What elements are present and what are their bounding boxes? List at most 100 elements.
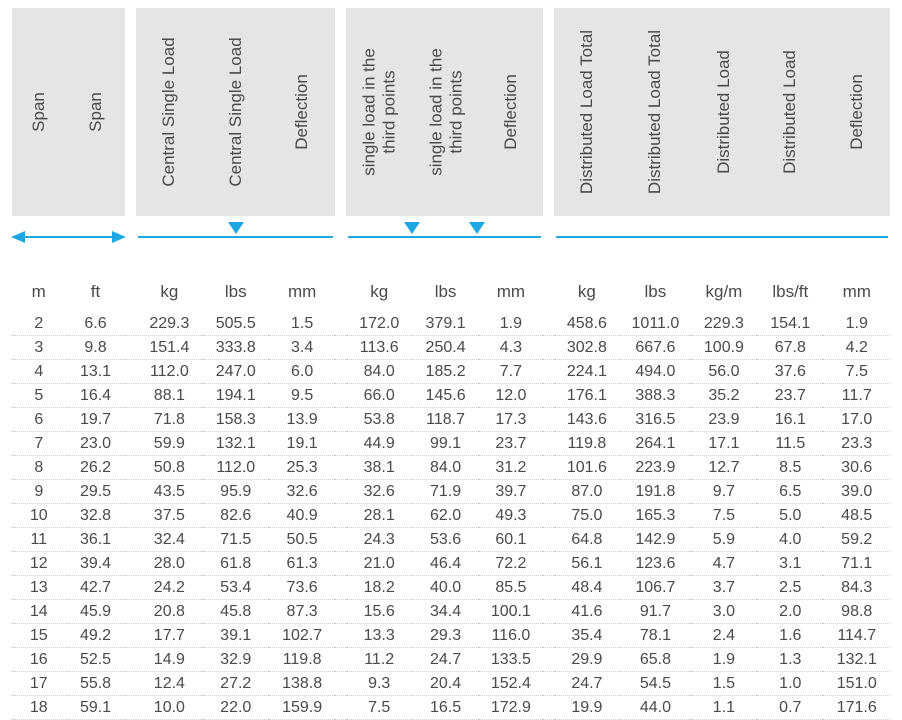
unit-label: kg	[346, 254, 412, 312]
data-cell: 118.7	[412, 408, 478, 432]
header-label: single load in thethird points	[360, 48, 399, 176]
data-cell: 316.5	[620, 408, 691, 432]
data-cell: 22.0	[203, 696, 269, 720]
data-cell: 14.9	[136, 648, 202, 672]
data-cell: 10	[12, 504, 66, 528]
data-cell: 71.8	[136, 408, 202, 432]
data-cell: 123.6	[620, 552, 691, 576]
unit-label: kg/m	[691, 254, 757, 312]
data-cell: 9.7	[691, 480, 757, 504]
data-cell: 17.1	[691, 432, 757, 456]
unit-label: mm	[269, 254, 335, 312]
table-row: 413.1112.0247.06.084.0185.27.7224.1494.0…	[12, 360, 890, 384]
data-cell: 45.9	[66, 600, 126, 624]
data-cell: 12.0	[479, 384, 543, 408]
data-cell: 16.4	[66, 384, 126, 408]
data-cell: 1.9	[823, 312, 890, 336]
header-label: Distributed Load Total	[577, 30, 597, 194]
data-cell: 65.8	[620, 648, 691, 672]
data-cell: 28.0	[136, 552, 202, 576]
data-cell: 12	[12, 552, 66, 576]
data-cell: 23.7	[757, 384, 823, 408]
data-cell: 23.3	[823, 432, 890, 456]
table-row: 1342.724.253.473.618.240.085.548.4106.73…	[12, 576, 890, 600]
table-row: 826.250.8112.025.338.184.031.2101.6223.9…	[12, 456, 890, 480]
data-cell: 152.4	[479, 672, 543, 696]
data-cell: 458.6	[554, 312, 620, 336]
data-cell: 87.0	[554, 480, 620, 504]
unit-label: kg	[136, 254, 202, 312]
data-cell: 24.7	[412, 648, 478, 672]
data-cell: 84.3	[823, 576, 890, 600]
data-cell: 42.7	[66, 576, 126, 600]
data-cell: 6.5	[757, 480, 823, 504]
data-cell: 101.6	[554, 456, 620, 480]
distributed-load-icon	[554, 220, 890, 254]
data-cell: 59.1	[66, 696, 126, 720]
central-load-icon	[136, 220, 335, 254]
data-cell: 172.9	[479, 696, 543, 720]
data-cell: 52.5	[66, 648, 126, 672]
unit-label: m	[12, 254, 66, 312]
table-row: 1755.812.427.2138.89.320.4152.424.754.51…	[12, 672, 890, 696]
data-cell: 6	[12, 408, 66, 432]
data-cell: 159.9	[269, 696, 335, 720]
data-cell: 15	[12, 624, 66, 648]
data-cell: 21.0	[346, 552, 412, 576]
data-cell: 223.9	[620, 456, 691, 480]
data-cell: 4.0	[757, 528, 823, 552]
data-cell: 16	[12, 648, 66, 672]
data-cell: 71.9	[412, 480, 478, 504]
data-cell: 5	[12, 384, 66, 408]
data-cell: 37.5	[136, 504, 202, 528]
data-cell: 55.8	[66, 672, 126, 696]
data-cell: 87.3	[269, 600, 335, 624]
data-cell: 23.7	[479, 432, 543, 456]
data-cell: 56.1	[554, 552, 620, 576]
header-label: Deflection	[501, 74, 521, 150]
data-cell: 13.3	[346, 624, 412, 648]
data-cell: 24.2	[136, 576, 202, 600]
data-cell: 25.3	[269, 456, 335, 480]
table-row: 723.059.9132.119.144.999.123.7119.8264.1…	[12, 432, 890, 456]
data-cell: 1.3	[757, 648, 823, 672]
data-cell: 154.1	[757, 312, 823, 336]
data-cell: 7	[12, 432, 66, 456]
header-label: single load in thethird points	[426, 48, 465, 176]
data-cell: 34.4	[412, 600, 478, 624]
units-row: mftkglbsmmkglbsmmkglbskg/mlbs/ftmm	[12, 254, 890, 312]
unit-label: lbs	[412, 254, 478, 312]
data-cell: 18	[12, 696, 66, 720]
data-cell: 40.9	[269, 504, 335, 528]
data-cell: 112.0	[203, 456, 269, 480]
data-cell: 59.2	[823, 528, 890, 552]
data-cell: 11.5	[757, 432, 823, 456]
data-cell: 132.1	[823, 648, 890, 672]
data-cell: 185.2	[412, 360, 478, 384]
data-cell: 119.8	[269, 648, 335, 672]
data-cell: 3	[12, 336, 66, 360]
header-label: Central Single Load	[226, 37, 246, 186]
data-cell: 48.5	[823, 504, 890, 528]
data-cell: 1.9	[691, 648, 757, 672]
data-cell: 61.3	[269, 552, 335, 576]
data-cell: 138.8	[269, 672, 335, 696]
data-cell: 20.8	[136, 600, 202, 624]
data-cell: 176.1	[554, 384, 620, 408]
data-cell: 16.5	[412, 696, 478, 720]
data-cell: 10.0	[136, 696, 202, 720]
data-cell: 31.2	[479, 456, 543, 480]
data-cell: 43.5	[136, 480, 202, 504]
data-cell: 3.7	[691, 576, 757, 600]
data-cell: 3.1	[757, 552, 823, 576]
data-cell: 71.1	[823, 552, 890, 576]
header-label: Deflection	[847, 74, 867, 150]
data-cell: 13.9	[269, 408, 335, 432]
data-cell: 9	[12, 480, 66, 504]
data-cell: 6.6	[66, 312, 126, 336]
data-cell: 1.0	[757, 672, 823, 696]
data-cell: 505.5	[203, 312, 269, 336]
data-cell: 194.1	[203, 384, 269, 408]
data-cell: 132.1	[203, 432, 269, 456]
data-cell: 73.6	[269, 576, 335, 600]
